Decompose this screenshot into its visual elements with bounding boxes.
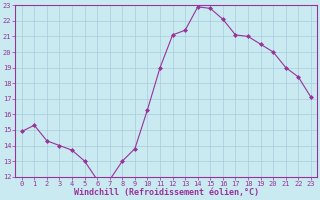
X-axis label: Windchill (Refroidissement éolien,°C): Windchill (Refroidissement éolien,°C) (74, 188, 259, 197)
